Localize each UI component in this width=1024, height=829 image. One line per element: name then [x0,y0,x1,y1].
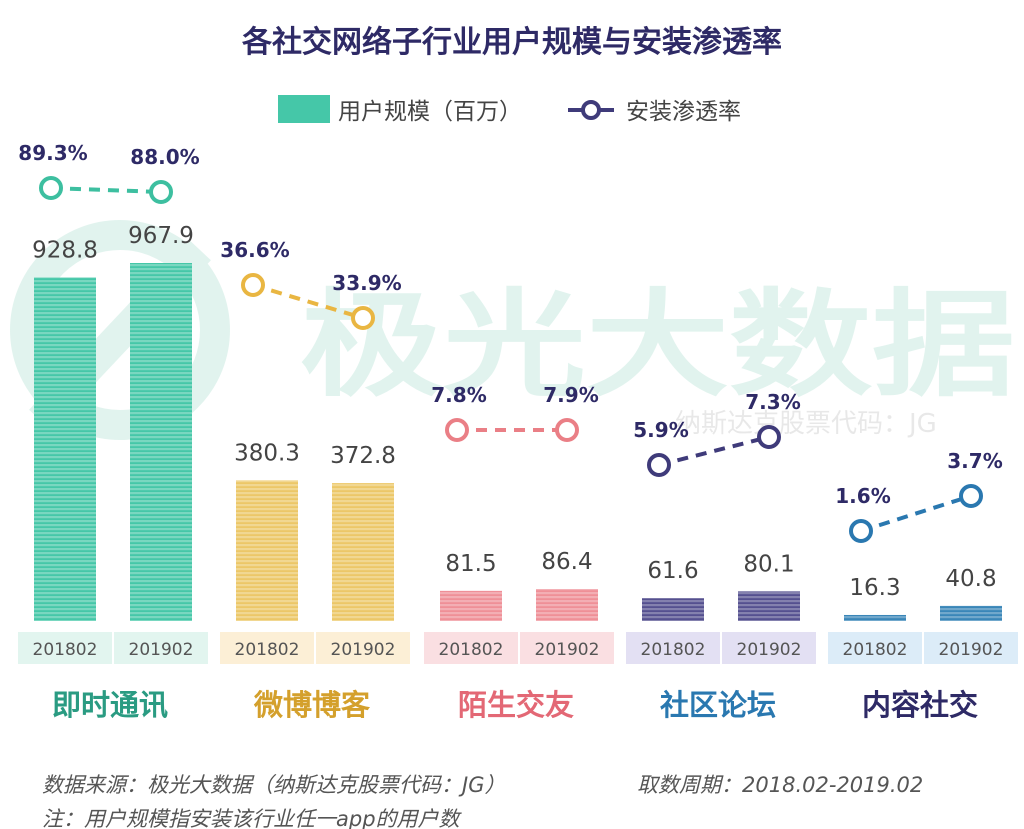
bar-texture [642,598,704,621]
labels-layer: 201802 201902 928.8 967.9 89.3% 88.0% 即时通讯 2018… [18,141,1003,722]
period-label: 201902 [737,640,802,660]
bar-value-label: 81.5 [445,551,496,577]
rate-line-微博博客 [252,283,364,320]
rate-line-即时通讯 [50,186,162,194]
category-label: 陌生交友 [458,688,574,722]
period-label-bg [520,632,614,664]
category-label: 内容社交 [862,688,978,722]
rate-point [647,453,671,477]
period-label-bg [424,632,518,664]
period-label-bg [18,632,112,664]
rate-label: 3.7% [947,449,1002,473]
bar-value-label: 16.3 [849,575,900,601]
rate-label: 5.9% [633,418,688,442]
period-label-bg [626,632,720,664]
rate-point [849,519,873,543]
bar-value-label: 928.8 [32,237,98,263]
legend: 用户规模（百万） 安装渗透率 [278,95,741,125]
period-label: 201802 [641,640,706,660]
rate-point [39,176,63,200]
period-label: 201902 [535,640,600,660]
rate-label: 89.3% [18,141,87,165]
period-label-bg [220,632,314,664]
rate-point [445,418,469,442]
category-label: 即时通讯 [52,688,168,722]
bar-texture [236,480,298,621]
period-label: 201802 [235,640,300,660]
period-label-bg [114,632,208,664]
lines-layer [39,176,983,543]
bar-value-label: 86.4 [541,549,592,575]
bars-layer [18,263,1018,664]
rate-point [959,484,983,508]
period-label: 201802 [439,640,504,660]
bar-value-label: 80.1 [743,551,794,577]
legend-bar-swatch [278,95,330,123]
bar-value-label: 380.3 [234,440,300,466]
rate-label: 1.6% [835,484,890,508]
bar-texture [844,614,906,621]
bar-value-label: 372.8 [330,443,396,469]
footer-period: 取数周期：2018.02-2019.02 [637,773,923,797]
rate-label: 7.3% [745,390,800,414]
bar-value-label: 967.9 [128,223,194,249]
rate-label: 36.6% [220,238,289,262]
period-label: 201802 [843,640,908,660]
rate-point [351,306,375,330]
watermark-text: 极光大数据 [300,278,1015,413]
legend-line-icon [568,100,614,120]
period-label-bg [924,632,1018,664]
legend-line-label: 安装渗透率 [626,99,741,125]
footer: 数据来源：极光大数据（纳斯达克股票代码：JG） 取数周期：2018.02-201… [42,773,923,829]
rate-label: 33.9% [332,271,401,295]
period-label-bg [828,632,922,664]
legend-bar-label: 用户规模（百万） [338,99,522,125]
footer-note: 注：用户规模指安装该行业任一app的用户数 [42,807,463,829]
period-label: 201902 [129,640,194,660]
period-label: 201902 [939,640,1004,660]
period-label-bg [316,632,410,664]
rate-point [241,273,265,297]
period-label-bg [722,632,816,664]
bar-value-label: 40.8 [945,566,996,592]
period-label: 201802 [33,640,98,660]
bar-texture [332,483,394,621]
bar-texture [440,590,502,621]
rate-label: 7.8% [431,383,486,407]
bar-value-label: 61.6 [647,558,698,584]
rate-label: 7.9% [543,383,598,407]
period-label: 201902 [331,640,396,660]
watermark-subtext: 纳斯达克股票代码：JG [675,409,937,439]
bar-texture [940,605,1002,621]
bar-texture [130,263,192,621]
rate-point [149,180,173,204]
chart-title: 各社交网络子行业用户规模与安装渗透率 [241,25,782,60]
category-label: 社区论坛 [660,688,776,722]
bar-texture [34,277,96,621]
bar-texture [536,589,598,621]
rate-label: 88.0% [130,145,199,169]
bar-texture [738,591,800,621]
category-label: 微博博客 [253,688,371,722]
footer-source: 数据来源：极光大数据（纳斯达克股票代码：JG） [42,773,505,797]
rate-point [757,425,781,449]
rate-point [555,418,579,442]
rate-line-内容社交 [860,494,972,533]
